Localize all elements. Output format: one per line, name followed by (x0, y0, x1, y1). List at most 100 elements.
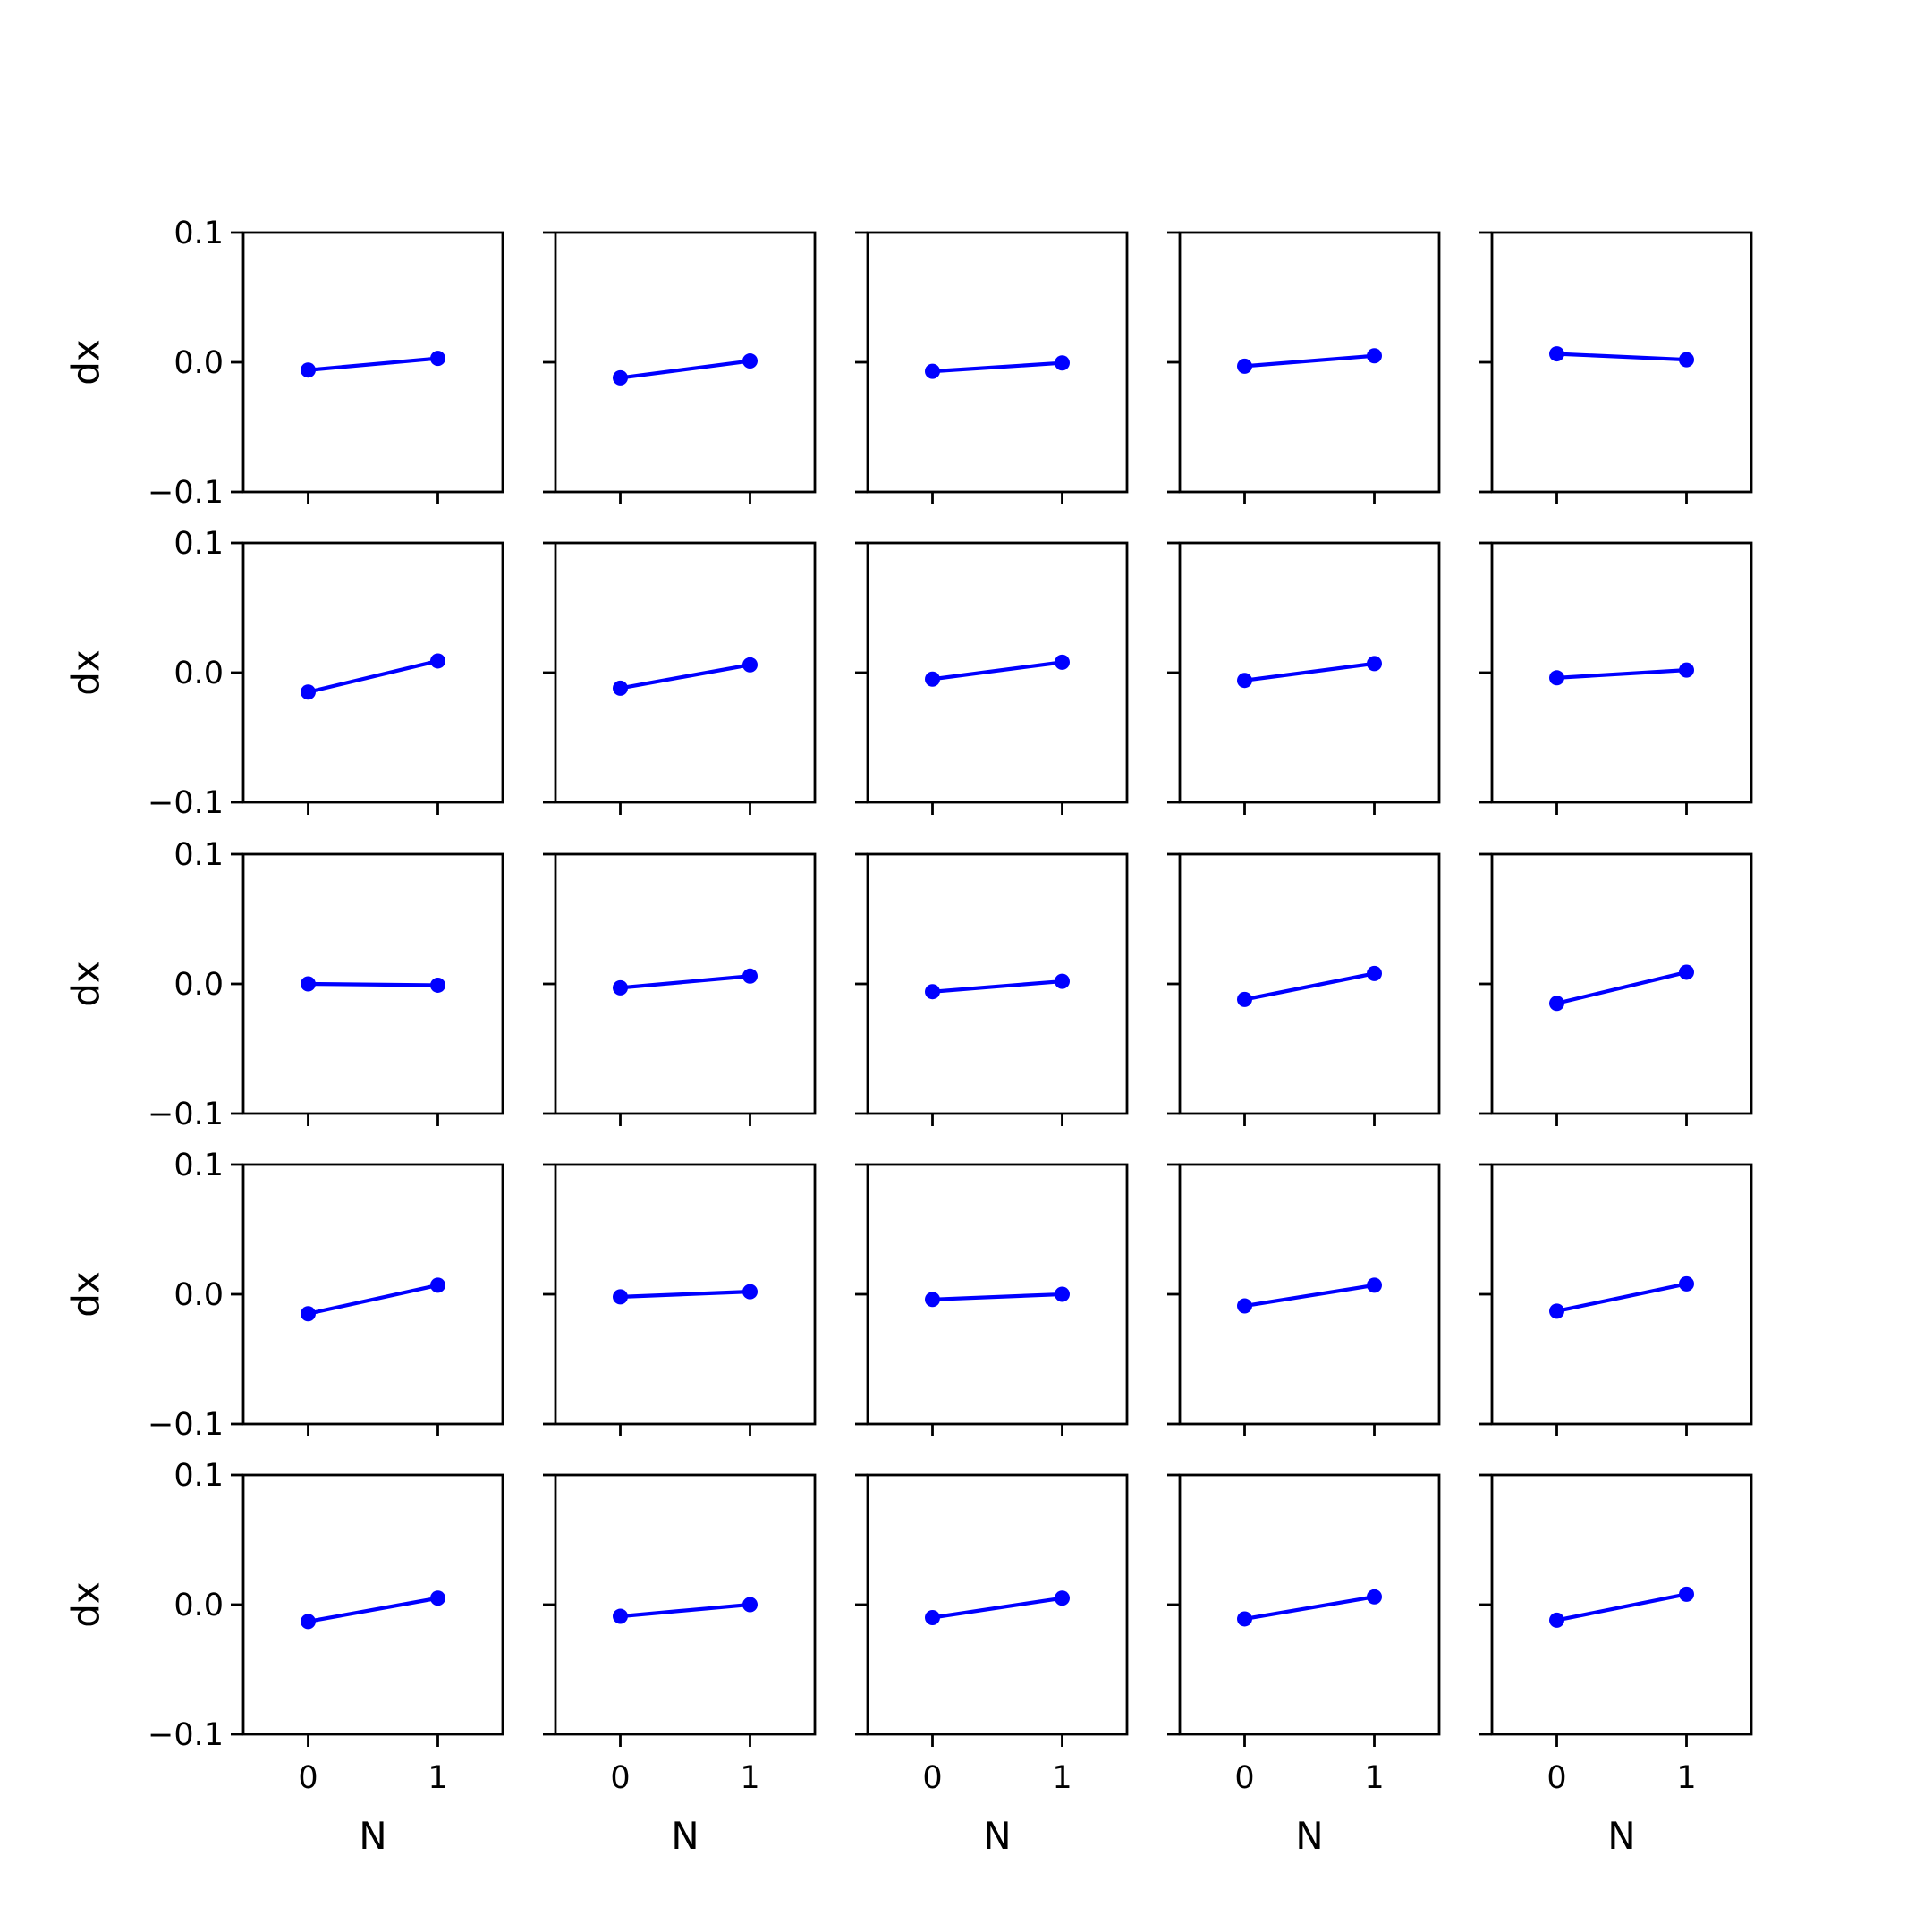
y-tick-label: 0.1 (174, 837, 224, 873)
panel-r4-c1: 0.1 0.0 −0.1 dx (64, 1148, 504, 1443)
panel-r5-c1: 0.1 0.0 −0.1 0 1 dx N (64, 1458, 504, 1858)
data-point (1679, 1586, 1694, 1602)
axes-frame (866, 231, 1129, 494)
x-tick-label: 0 (298, 1760, 318, 1796)
series-line (618, 1289, 752, 1300)
x-tick-label: 0 (1546, 1760, 1566, 1796)
panel-r3-c3 (855, 852, 1129, 1126)
x-axis-label: N (983, 1814, 1011, 1858)
panel-r5-c5: 0 1 N (1479, 1473, 1753, 1858)
data-point (742, 968, 758, 984)
panel-r1-c1: 0.1 0.0 −0.1 dx (64, 216, 504, 511)
x-tick-label: 1 (1676, 1760, 1696, 1796)
data-point (301, 362, 316, 378)
axes-frame (866, 541, 1129, 804)
data-point (301, 976, 316, 992)
series-line (1555, 1281, 1689, 1314)
data-point (1549, 670, 1564, 686)
data-point (1237, 673, 1252, 689)
data-point (1367, 348, 1382, 364)
y-tick-label: 0.0 (174, 967, 224, 1003)
y-tick-label: 0.1 (174, 1458, 224, 1494)
panel-r2-c2 (543, 541, 817, 815)
data-point (1055, 973, 1070, 989)
axes-frame (1178, 1473, 1441, 1736)
series-line (1555, 352, 1689, 362)
data-point (430, 1590, 445, 1606)
panel-r2-c5 (1479, 541, 1753, 815)
panel-r5-c2: 0 1 N (543, 1473, 817, 1858)
data-point (1549, 346, 1564, 362)
x-tick-label: 1 (1364, 1760, 1384, 1796)
y-tick-label: −0.1 (148, 1097, 224, 1132)
data-point (1549, 1612, 1564, 1628)
series-line (305, 658, 441, 695)
data-point (301, 684, 316, 700)
data-point (925, 671, 940, 687)
series-line (618, 974, 752, 990)
axes-frame (1490, 231, 1753, 494)
x-tick-label: 1 (1052, 1760, 1072, 1796)
y-tick-label: −0.1 (148, 785, 224, 821)
x-tick-label: 0 (610, 1760, 630, 1796)
panel-r4-c2 (543, 1163, 817, 1436)
y-axis-label: dx (64, 1581, 108, 1628)
panel-r1-c2 (543, 231, 817, 504)
data-point (1055, 654, 1070, 670)
panel-r2-c1: 0.1 0.0 −0.1 dx (64, 526, 504, 821)
data-point (430, 977, 445, 993)
axes-frame (242, 1473, 504, 1736)
data-point (613, 369, 628, 386)
data-point (925, 984, 940, 1000)
axes-frame (554, 1473, 817, 1736)
data-point (925, 1610, 940, 1625)
data-point (430, 1277, 445, 1293)
data-point (613, 680, 628, 696)
y-axis-label: dx (64, 1271, 108, 1318)
data-point (613, 979, 628, 996)
y-tick-label: 0.1 (174, 1148, 224, 1183)
series-line (1554, 970, 1690, 1006)
data-point (1679, 1275, 1694, 1292)
x-axis-label: N (1607, 1814, 1635, 1858)
panel-r1-c4 (1167, 231, 1441, 504)
data-point (1237, 991, 1252, 1007)
panel-r3-c4 (1167, 852, 1441, 1126)
data-point (925, 363, 940, 379)
series-line (1242, 661, 1377, 683)
data-point (430, 351, 445, 367)
panel-r1-c5 (1479, 231, 1753, 504)
data-point (1055, 355, 1070, 371)
data-point (1549, 996, 1564, 1012)
x-axis-label: N (671, 1814, 699, 1858)
y-axis-label: dx (64, 961, 108, 1007)
series-line (1242, 970, 1377, 1002)
data-point (742, 1284, 758, 1300)
data-point (301, 1614, 316, 1630)
y-tick-label: 0.0 (174, 656, 224, 691)
panel-r3-c2 (543, 852, 817, 1126)
data-point (1679, 352, 1694, 368)
x-axis-label: N (359, 1814, 386, 1858)
x-tick-label: 0 (922, 1760, 942, 1796)
data-point (1367, 1277, 1382, 1293)
axes-frame (866, 1163, 1129, 1426)
data-point (1237, 1611, 1252, 1627)
data-point (1237, 358, 1252, 374)
x-tick-label: 1 (428, 1760, 447, 1796)
data-point (430, 653, 445, 669)
panel-r2-c3 (855, 541, 1129, 815)
axes-frame (1490, 1473, 1753, 1736)
y-tick-label: −0.1 (148, 1407, 224, 1443)
panel-r2-c4 (1167, 541, 1441, 815)
panel-r4-c3 (855, 1163, 1129, 1436)
axes-frame (554, 231, 817, 494)
data-point (1367, 1589, 1382, 1605)
panel-r1-c3 (855, 231, 1129, 504)
data-point (742, 1597, 758, 1613)
series-line (1242, 1594, 1377, 1622)
data-point (301, 1306, 316, 1322)
data-point (925, 1292, 940, 1308)
x-axis-label: N (1295, 1814, 1323, 1858)
